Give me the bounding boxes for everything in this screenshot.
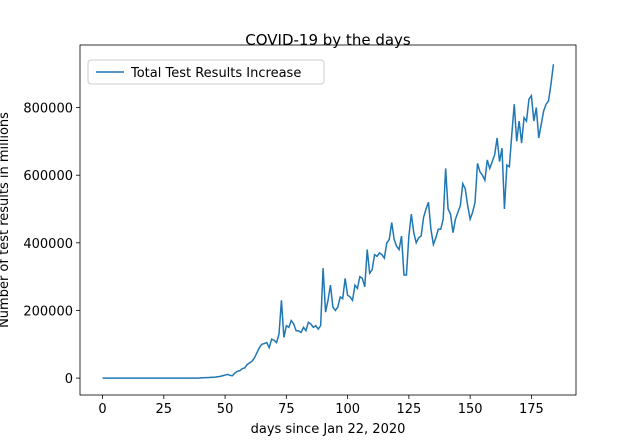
x-tick-label: 25 xyxy=(156,402,173,417)
y-tick-label: 600000 xyxy=(23,169,73,184)
x-tick-label: 50 xyxy=(217,402,234,417)
x-tick-label: 0 xyxy=(98,402,106,417)
legend-label: Total Test Results Increase xyxy=(130,66,301,81)
x-tick-label: 125 xyxy=(396,402,421,417)
x-axis-label: days since Jan 22, 2020 xyxy=(251,422,406,437)
plot-frame xyxy=(79,44,577,396)
chart-title: COVID-19 by the days xyxy=(245,31,411,49)
y-tick-label: 800000 xyxy=(23,102,73,117)
y-tick-label: 400000 xyxy=(23,237,73,252)
x-tick-label: 75 xyxy=(278,402,295,417)
x-tick-label: 100 xyxy=(335,402,360,417)
line-series xyxy=(102,64,555,379)
x-tick-label: 175 xyxy=(519,402,544,417)
x-tick-label: 150 xyxy=(458,402,483,417)
y-axis-label: Number of test results in millions xyxy=(0,112,12,328)
legend-box xyxy=(87,59,325,85)
y-tick-label: 200000 xyxy=(23,304,73,319)
y-tick-label: 0 xyxy=(65,372,73,387)
